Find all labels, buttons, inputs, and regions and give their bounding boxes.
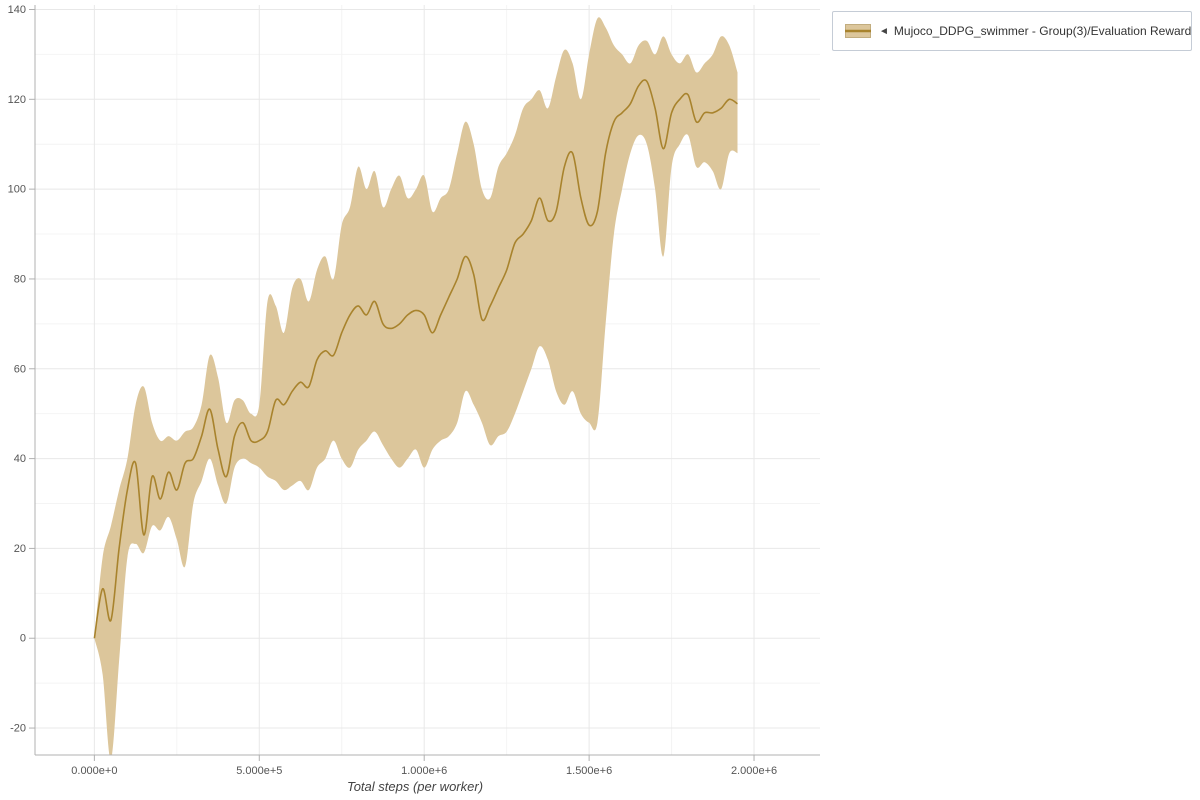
y-tick-label: 60 xyxy=(14,363,26,375)
y-tick-label: 120 xyxy=(8,94,26,106)
x-tick-label: 1.500e+6 xyxy=(566,765,612,777)
y-tick-label: -20 xyxy=(10,723,26,735)
legend-entry: ◄ Mujoco_DDPG_swimmer - Group(3)/Evaluat… xyxy=(879,24,1191,38)
axes xyxy=(34,5,820,756)
collapse-legend-icon[interactable]: ◄ xyxy=(879,25,889,37)
y-tick-label: 20 xyxy=(14,543,26,555)
y-tick-label: 100 xyxy=(8,184,26,196)
x-tick-label: 2.000e+6 xyxy=(731,765,777,777)
x-tick-label: 1.000e+6 xyxy=(401,765,447,777)
legend-label: Mujoco_DDPG_swimmer - Group(3)/Evaluatio… xyxy=(893,24,1192,38)
legend-swatch xyxy=(845,24,871,38)
y-tick-label: 0 xyxy=(20,633,26,645)
x-axis-title: Total steps (per worker) xyxy=(346,779,484,794)
y-tick-label: 40 xyxy=(14,453,26,465)
grid-lines xyxy=(35,5,820,755)
x-axis: 0.000e+0 5.000e+5 1.000e+6 1.500e+6 2.000e+6 xyxy=(71,755,777,777)
reward-line-chart: 0.000e+0 5.000e+5 1.000e+6 1.500e+6 2.000e+6… xyxy=(8,4,820,777)
y-tick-label: 140 xyxy=(8,4,26,16)
y-tick-label: 80 xyxy=(14,273,26,285)
legend[interactable]: ◄ Mujoco_DDPG_swimmer - Group(3)/Evaluat… xyxy=(832,11,1192,51)
x-tick-label: 0.000e+0 xyxy=(71,765,117,777)
mean-line xyxy=(93,79,738,639)
confidence-band xyxy=(94,17,738,755)
y-axis: -20 0 20 40 60 80 100 120 140 xyxy=(8,4,35,735)
x-tick-label: 5.000e+5 xyxy=(236,765,282,777)
